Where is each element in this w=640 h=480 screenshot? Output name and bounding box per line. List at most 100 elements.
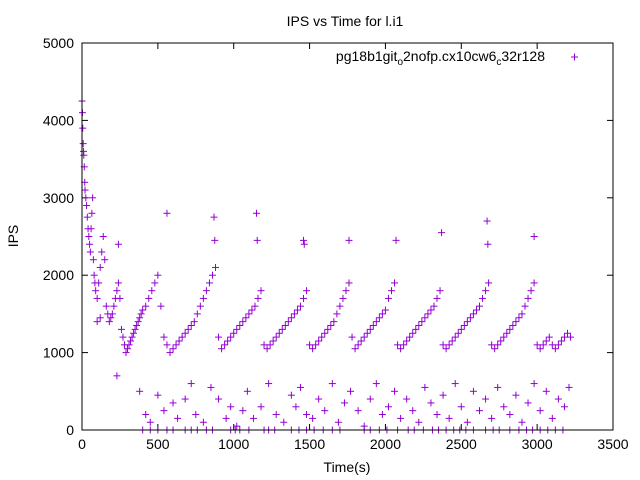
data-point-210	[93, 318, 101, 326]
data-point-87	[242, 314, 250, 322]
data-point-207	[530, 233, 538, 240]
data-point-192	[560, 333, 568, 341]
data-point-50	[134, 318, 142, 326]
data-point-125	[357, 337, 365, 345]
data-point-185	[539, 341, 547, 349]
data-point-123	[351, 345, 359, 353]
data-point-19	[89, 256, 97, 264]
data-point-86	[239, 318, 247, 326]
data-point-72	[196, 302, 204, 310]
data-point-245	[347, 387, 355, 395]
data-point-261	[445, 414, 453, 422]
data-point-268	[488, 414, 496, 422]
data-point-74	[202, 287, 210, 295]
data-point-34	[110, 302, 118, 310]
data-point-60	[160, 333, 168, 341]
data-point-90	[251, 302, 259, 310]
data-point-191	[557, 337, 565, 345]
data-point-163	[472, 306, 480, 314]
data-point-51	[136, 314, 144, 322]
data-point-131	[375, 314, 383, 322]
x-tick-label-7: 3500	[597, 436, 628, 452]
x-tick-label-4: 2000	[370, 436, 401, 452]
data-point-57	[151, 279, 159, 287]
x-tick-label-3: 1500	[294, 436, 325, 452]
data-point-38	[116, 294, 124, 302]
data-point-158	[457, 325, 465, 333]
data-point-49	[133, 322, 141, 330]
data-point-46	[128, 333, 136, 341]
x-tick-label-2: 1000	[218, 436, 249, 452]
data-point-127	[363, 329, 371, 337]
data-point-138	[397, 345, 405, 353]
data-point-179	[521, 302, 529, 310]
data-point-243	[334, 418, 342, 426]
y-tick-label-0: 0	[66, 422, 74, 438]
data-point-250	[378, 411, 386, 419]
data-point-11	[83, 213, 91, 221]
data-point-29	[102, 302, 110, 310]
data-point-154	[445, 341, 453, 349]
data-point-64	[172, 341, 180, 349]
data-point-20	[90, 271, 98, 279]
data-point-208	[114, 240, 122, 248]
data-point-36	[113, 287, 121, 295]
data-point-214	[146, 418, 154, 426]
data-point-116	[330, 318, 338, 326]
data-point-176	[512, 318, 520, 326]
data-point-63	[169, 345, 177, 353]
data-point-178	[518, 310, 526, 318]
data-point-71	[193, 310, 201, 318]
y-tick-label-3: 3000	[43, 190, 74, 206]
data-point-143	[412, 325, 420, 333]
data-point-255	[409, 407, 417, 415]
data-point-153	[442, 345, 450, 353]
data-point-105	[296, 302, 304, 310]
data-point-235	[287, 391, 295, 399]
data-point-142	[409, 329, 417, 337]
data-point-67	[181, 329, 189, 337]
axis-tick-labels: 0 500 1000 1500 2000 2500 3000 3500 0 1000 2000 300…	[43, 35, 629, 452]
data-point-91	[254, 294, 262, 302]
data-point-159	[460, 322, 468, 330]
data-point-40	[119, 333, 127, 341]
data-point-167	[485, 279, 493, 287]
data-point-140	[403, 337, 411, 345]
data-point-3	[79, 140, 87, 148]
data-point-260	[439, 391, 447, 399]
data-point-121	[345, 279, 353, 287]
data-point-209	[113, 372, 121, 380]
data-point-99	[278, 325, 286, 333]
data-point-128	[366, 325, 374, 333]
chart-title: IPS vs Time for l.i1	[287, 13, 404, 29]
data-point-180	[524, 294, 532, 302]
data-points	[78, 97, 575, 434]
legend: pg18b1gito2nofp.cx10cw6c32r128	[336, 48, 578, 68]
data-point-168	[488, 341, 496, 349]
data-point-115	[327, 322, 335, 330]
data-point-103	[290, 310, 298, 318]
data-point-84	[233, 325, 241, 333]
data-point-83	[230, 329, 238, 337]
data-point-182	[530, 279, 538, 287]
data-point-175	[509, 322, 517, 330]
legend-label-sub1: o	[397, 57, 403, 68]
data-point-26	[98, 248, 106, 256]
data-point-205	[483, 217, 491, 225]
data-point-48	[131, 325, 139, 333]
data-point-196	[210, 213, 218, 221]
data-point-70	[190, 318, 198, 326]
data-point-226	[227, 403, 235, 411]
data-point-79	[218, 345, 226, 353]
data-point-120	[342, 287, 350, 295]
data-point-78	[215, 333, 223, 341]
data-point-197	[211, 236, 219, 244]
data-point-263	[457, 403, 465, 411]
data-point-240	[315, 395, 323, 403]
data-point-68	[184, 325, 192, 333]
data-point-47	[130, 329, 138, 337]
data-point-117	[333, 310, 341, 318]
data-point-186	[542, 337, 550, 345]
data-point-69	[187, 322, 195, 330]
data-point-170	[494, 341, 502, 349]
